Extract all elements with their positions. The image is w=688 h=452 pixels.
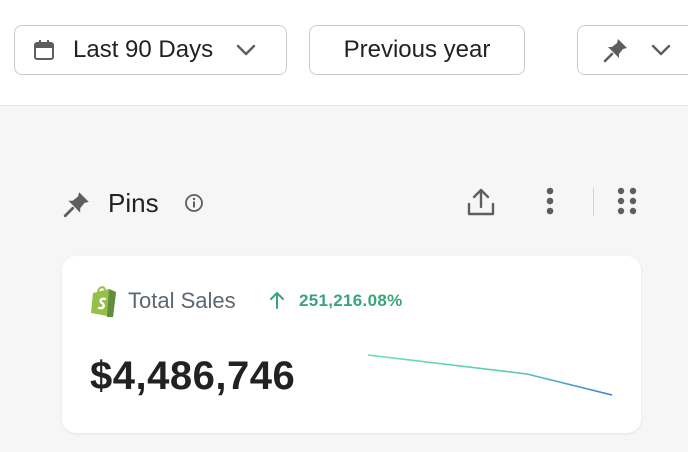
- pin-icon: [603, 39, 627, 63]
- metric-value: $4,486,746: [90, 354, 296, 398]
- chevron-down: [236, 44, 256, 56]
- divider: [593, 188, 594, 216]
- shopify-logo: [91, 286, 116, 317]
- metric-card[interactable]: Total Sales 251,216.08% $4,486,746: [62, 256, 641, 433]
- up-arrow: [270, 292, 284, 309]
- pin-icon: [63, 192, 89, 218]
- calendar-icon: [34, 40, 54, 60]
- more-icon[interactable]: [544, 186, 556, 218]
- date-range-button[interactable]: Last 90 Days: [14, 25, 287, 75]
- export-icon[interactable]: [465, 186, 497, 218]
- info-icon[interactable]: [184, 193, 204, 213]
- metric-name: Total Sales: [128, 288, 236, 313]
- pin-menu-button[interactable]: [577, 25, 688, 75]
- drag-handle[interactable]: [616, 186, 638, 218]
- comparison-button[interactable]: Previous year: [309, 25, 525, 75]
- date-range-label: Last 90 Days: [73, 36, 214, 63]
- pins-header: Pins: [60, 180, 640, 226]
- sparkline: [367, 354, 613, 396]
- change-percentage: 251,216.08%: [299, 291, 403, 310]
- comparison-label: Previous year: [343, 36, 491, 63]
- section-title: Pins: [108, 188, 159, 218]
- chevron-down: [651, 44, 671, 56]
- toolbar: Last 90 Days Previous year: [0, 0, 688, 106]
